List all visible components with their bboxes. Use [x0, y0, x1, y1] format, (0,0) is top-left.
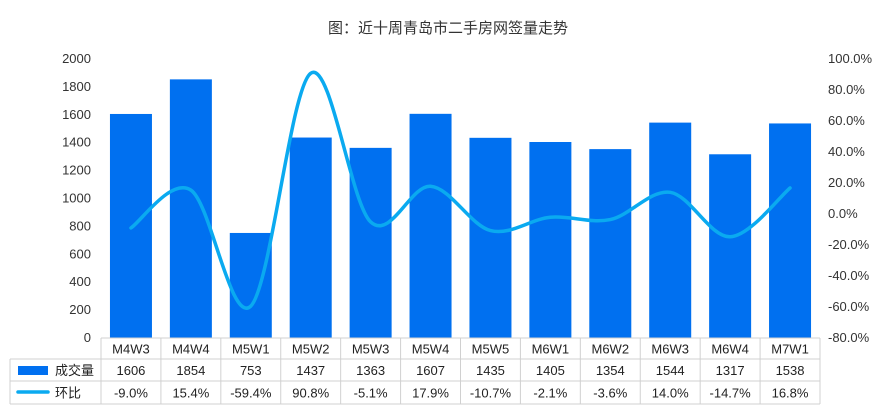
table-pct-M5W3: -5.1%	[354, 386, 388, 401]
right-axis-tick-label: 40.0%	[828, 144, 865, 159]
table-header-M5W2: M5W2	[292, 342, 330, 357]
table-header-M6W4: M6W4	[711, 342, 749, 357]
right-axis-tick-label: 100.0%	[828, 51, 873, 66]
bar-M7W1	[769, 123, 812, 338]
left-axis-tick-label: 1400	[62, 135, 91, 150]
left-axis-tick-label: 600	[69, 246, 91, 261]
bar-M5W5	[469, 137, 512, 338]
bar-M6W2	[589, 149, 632, 338]
table-value-M5W1: 753	[240, 363, 262, 378]
left-axis-tick-label: 0	[84, 330, 91, 345]
chart-title: 图：近十周青岛市二手房网签量走势	[328, 20, 568, 37]
left-axis-tick-label: 400	[69, 274, 91, 289]
table-header-M6W2: M6W2	[592, 342, 630, 357]
right-axis-tick-label: -80.0%	[828, 330, 870, 345]
right-axis-tick-label: -20.0%	[828, 237, 870, 252]
table-pct-M5W4: 17.9%	[412, 386, 449, 401]
table-pct-M6W4: -14.7%	[710, 386, 752, 401]
table-header-M4W4: M4W4	[172, 342, 210, 357]
left-y-axis: 0 200 400 600 800 1000 1200 1400 1600 1800 2000	[62, 51, 91, 345]
left-axis-tick-label: 1200	[62, 163, 91, 178]
bar-M5W1	[229, 232, 272, 338]
right-y-axis: -80.0% -60.0% -40.0% -20.0% 0.0% 20.0% 40.0% 60…	[828, 51, 873, 345]
left-axis-tick-label: 1600	[62, 107, 91, 122]
right-axis-tick-label: 60.0%	[828, 113, 865, 128]
table-pct-M6W3: 14.0%	[652, 386, 689, 401]
table-value-M4W3: 1606	[116, 363, 145, 378]
line-series	[129, 70, 792, 310]
bar-M6W1	[529, 142, 572, 338]
left-axis-tick-label: 2000	[62, 51, 91, 66]
bar-series	[109, 79, 812, 338]
right-axis-tick-label: -40.0%	[828, 268, 870, 283]
legend-bar-swatch	[18, 366, 48, 375]
table-pct-M4W3: -9.0%	[114, 386, 148, 401]
table-value-M6W3: 1544	[656, 363, 685, 378]
table-header-M5W1: M5W1	[232, 342, 270, 357]
bar-M5W2	[289, 137, 332, 338]
bar-M6W3	[649, 122, 692, 338]
legend-bar-label: 成交量	[55, 363, 94, 378]
table-value-M6W1: 1405	[536, 363, 565, 378]
table-pct-M5W1: -59.4%	[230, 386, 272, 401]
table-pct-M6W1: -2.1%	[533, 386, 567, 401]
table-value-M5W3: 1363	[356, 363, 385, 378]
table-pct-M7W1: 16.8%	[772, 386, 809, 401]
table-header-M6W3: M6W3	[651, 342, 689, 357]
right-axis-tick-label: 0.0%	[828, 206, 858, 221]
table-value-M5W5: 1435	[476, 363, 505, 378]
left-axis-tick-label: 1000	[62, 191, 91, 206]
table-pct-M6W2: -3.6%	[593, 386, 627, 401]
bar-M5W4	[409, 113, 452, 338]
table-value-M6W4: 1317	[716, 363, 745, 378]
table-header-M5W3: M5W3	[352, 342, 390, 357]
bar-M4W4	[169, 79, 212, 338]
table-value-M5W4: 1607	[416, 363, 445, 378]
table-pct-M4W4: 15.4%	[172, 386, 209, 401]
right-axis-tick-label: -60.0%	[828, 299, 870, 314]
table-header-M6W1: M6W1	[532, 342, 570, 357]
table-value-M5W2: 1437	[296, 363, 325, 378]
table-header-M7W1: M7W1	[771, 342, 809, 357]
table-value-M7W1: 1538	[776, 363, 805, 378]
data-table: M4W3 M4W4 M5W1 M5W2 M5W3 M5W4 M5W5 M6W1 M6W2 M6W3…	[9, 337, 821, 405]
table-pct-M5W2: 90.8%	[292, 386, 329, 401]
right-axis-tick-label: 20.0%	[828, 175, 865, 190]
right-axis-tick-label: 80.0%	[828, 82, 865, 97]
table-pct-M5W5: -10.7%	[470, 386, 512, 401]
left-axis-tick-label: 200	[69, 302, 91, 317]
table-header-M4W3: M4W3	[112, 342, 150, 357]
legend-line-label: 环比	[55, 386, 81, 401]
bar-M6W4	[709, 154, 752, 338]
table-header-M5W5: M5W5	[472, 342, 510, 357]
left-axis-tick-label: 800	[69, 218, 91, 233]
table-value-M4W4: 1854	[176, 363, 205, 378]
bar-M5W3	[349, 147, 392, 338]
left-axis-tick-label: 1800	[62, 79, 91, 94]
table-header-M5W4: M5W4	[412, 342, 450, 357]
table-value-M6W2: 1354	[596, 363, 625, 378]
